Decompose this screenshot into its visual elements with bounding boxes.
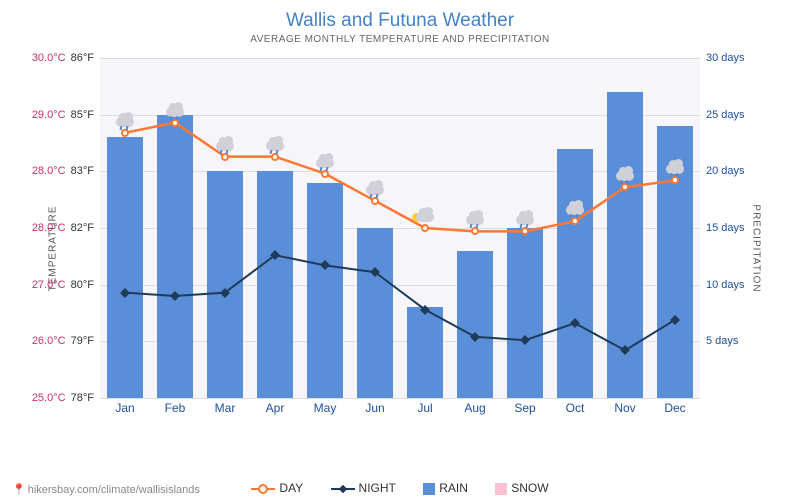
x-tick: Oct <box>566 401 585 415</box>
y-right-tick: 20 days <box>706 165 745 177</box>
x-tick: Mar <box>215 401 236 415</box>
y-left-tick: 28.0°C 82°F <box>32 222 94 234</box>
y-left-tick: 27.0°C 80°F <box>32 279 94 291</box>
rain-cloud-icon <box>513 213 537 233</box>
rain-cloud-icon <box>113 115 137 135</box>
y-left-tick: 30.0°C 86°F <box>32 52 94 64</box>
rain-bar <box>157 115 193 398</box>
x-tick: Dec <box>664 401 685 415</box>
x-tick: Jul <box>417 401 432 415</box>
plot-area <box>100 58 700 398</box>
x-tick: May <box>314 401 337 415</box>
rain-bar <box>357 228 393 398</box>
y-right-tick: 5 days <box>706 335 738 347</box>
rain-cloud-icon <box>463 213 487 233</box>
rain-cloud-icon <box>613 169 637 189</box>
rain-bar <box>107 137 143 398</box>
rain-bar <box>257 171 293 398</box>
y-left-labels: 25.0°C 78°F26.0°C 79°F27.0°C 80°F28.0°C … <box>15 58 97 398</box>
x-tick: Sep <box>514 401 535 415</box>
x-tick: Feb <box>165 401 186 415</box>
rain-bar <box>307 183 343 398</box>
rain-cloud-icon <box>213 139 237 159</box>
rain-bar <box>407 307 443 398</box>
y-left-tick: 29.0°C 85°F <box>32 109 94 121</box>
y-right-tick: 25 days <box>706 109 745 121</box>
pin-icon: 📍 <box>12 484 26 496</box>
legend-day: DAY <box>251 481 303 495</box>
x-tick: Apr <box>266 401 285 415</box>
x-axis-labels: Jan Feb Mar Apr May Jun Jul Aug Sep Oct Nov Dec <box>100 401 700 421</box>
y-right-labels: 5 days10 days15 days20 days25 days30 day… <box>703 58 763 398</box>
rain-bar <box>507 228 543 398</box>
rain-cloud-icon <box>663 162 687 182</box>
y-right-tick: 15 days <box>706 222 745 234</box>
y-left-tick: 28.0°C 83°F <box>32 165 94 177</box>
rain-cloud-icon <box>263 139 287 159</box>
rain-bar <box>557 149 593 398</box>
chart-area: TEMPERATURE PRECIPITATION 25.0°C 78°F26.… <box>15 53 785 433</box>
y-right-tick: 30 days <box>706 52 745 64</box>
rain-cloud-icon <box>363 183 387 203</box>
legend-rain: RAIN <box>423 481 468 495</box>
y-left-tick: 26.0°C 79°F <box>32 335 94 347</box>
rain-cloud-icon <box>313 156 337 176</box>
x-tick: Jan <box>115 401 134 415</box>
rain-cloud-icon <box>563 203 587 223</box>
legend-night: NIGHT <box>331 481 396 495</box>
y-left-tick: 25.0°C 78°F <box>32 392 94 404</box>
chart-subtitle: AVERAGE MONTHLY TEMPERATURE AND PRECIPIT… <box>15 34 785 45</box>
rain-bars <box>100 58 700 398</box>
y-right-tick: 10 days <box>706 279 745 291</box>
rain-bar <box>457 251 493 398</box>
x-tick: Nov <box>614 401 635 415</box>
sun-cloud-icon <box>413 210 437 230</box>
x-tick: Jun <box>365 401 384 415</box>
rain-cloud-icon <box>163 105 187 125</box>
chart-title: Wallis and Futuna Weather <box>15 10 785 32</box>
legend-snow: SNOW <box>495 481 548 495</box>
source-url: 📍hikersbay.com/climate/wallisislands <box>12 483 200 496</box>
x-tick: Aug <box>464 401 485 415</box>
rain-bar <box>207 171 243 398</box>
